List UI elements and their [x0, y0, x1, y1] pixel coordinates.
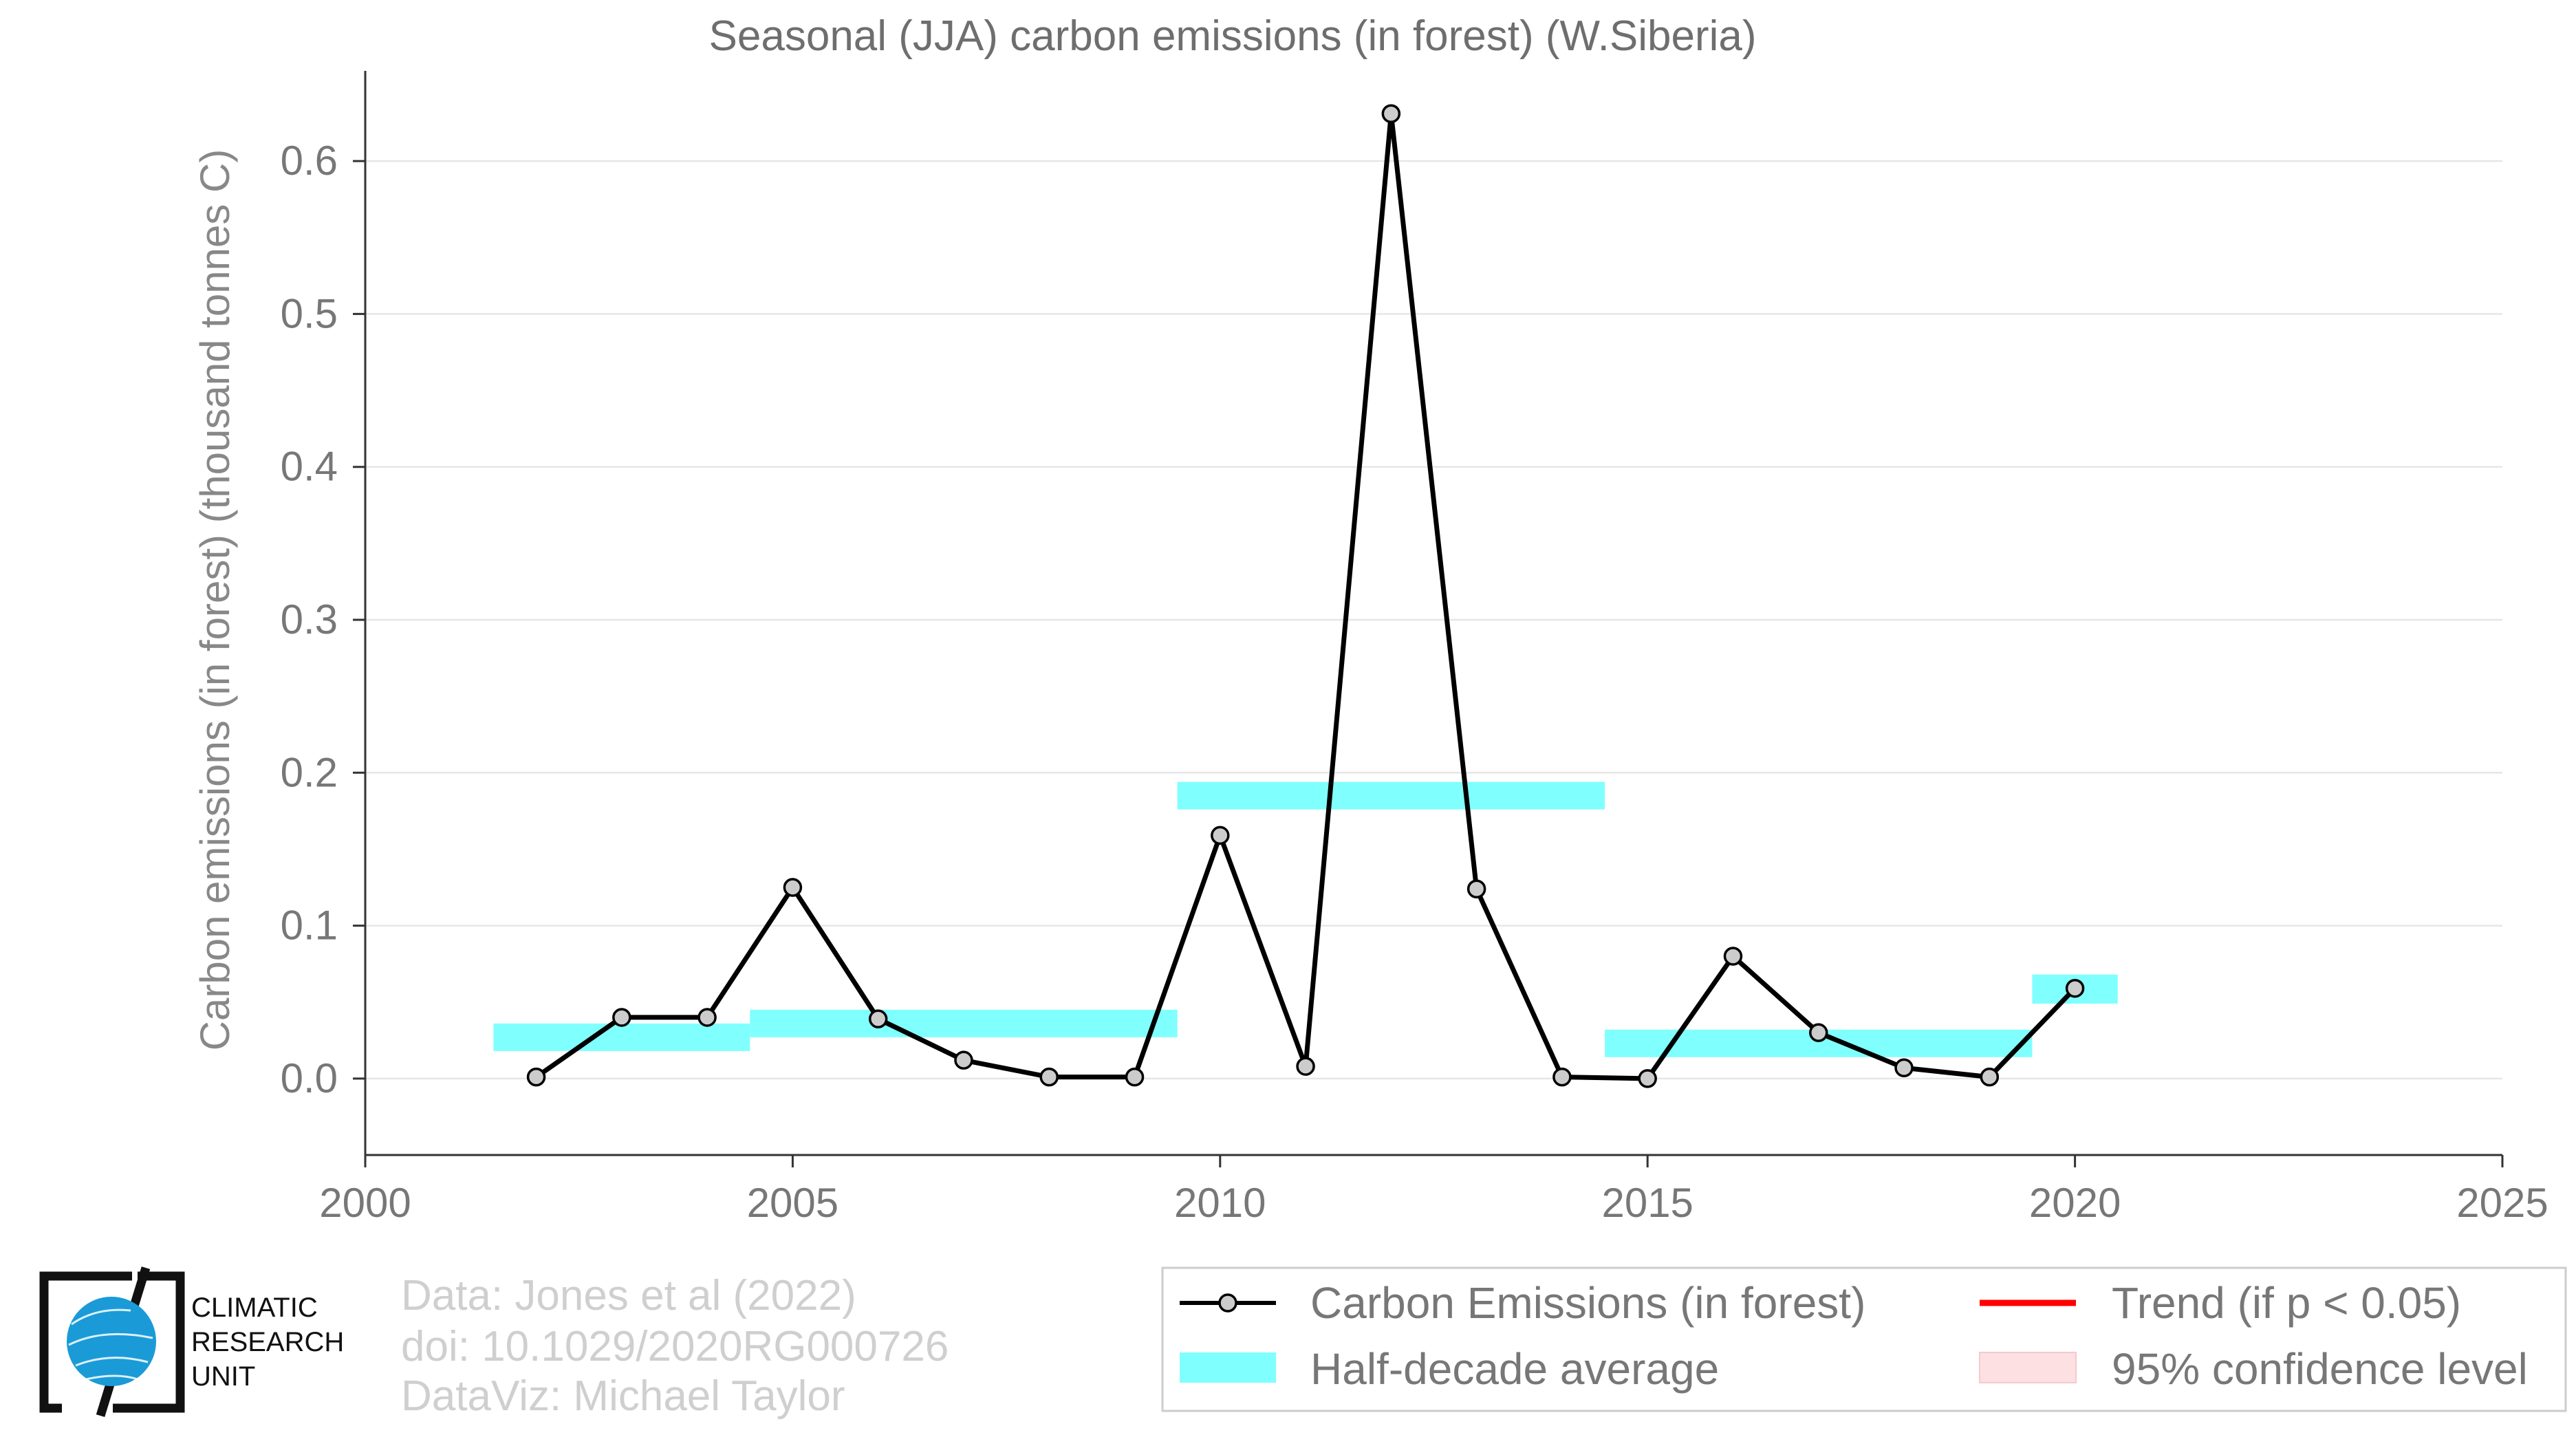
x-tick-label-0: 2000: [319, 1180, 411, 1226]
data-point-2011: [1296, 1057, 1315, 1076]
x-tick-label-1: 2005: [747, 1180, 838, 1226]
legend-label-half-decade: Half-decade average: [1310, 1344, 1719, 1394]
x-tick-label-4: 2020: [2029, 1180, 2121, 1226]
data-point-2008: [1039, 1067, 1059, 1087]
x-tick-labels: 2000 2005 2010 2015 2020 2025: [319, 1155, 2548, 1226]
legend-frame: [1161, 1266, 2567, 1412]
data-point-2020: [2065, 978, 2085, 998]
credits: Data: Jones et al (2022) doi: 10.1029/20…: [401, 1272, 949, 1420]
data-point-2015: [1638, 1069, 1657, 1088]
x-tick-label-2: 2010: [1174, 1180, 1266, 1226]
data-point-2010: [1211, 825, 1230, 845]
data-point-2017: [1809, 1023, 1828, 1042]
data-point-2004: [697, 1008, 717, 1027]
data-point-2002: [526, 1067, 546, 1087]
legend-swatch-emissions: [1180, 1293, 1276, 1313]
data-point-2018: [1894, 1058, 1914, 1078]
half-decade-band-0: [493, 1023, 750, 1051]
credit-line-1: Data: Jones et al (2022): [401, 1272, 856, 1319]
grid-lines: [365, 160, 2502, 1080]
y-tick-label-6: 0.6: [281, 138, 338, 184]
x-tick-label-5: 2025: [2456, 1180, 2548, 1226]
legend: Carbon Emissions (in forest) Trend (if p…: [1161, 1266, 2567, 1412]
logo-text-line-2: RESEARCH: [191, 1327, 344, 1357]
logo-text-line-1: CLIMATIC: [191, 1293, 318, 1323]
series-layer: [526, 104, 2085, 1088]
data-point-2003: [612, 1008, 631, 1027]
x-tick-label-3: 2015: [1601, 1180, 1693, 1226]
data-point-2006: [868, 1009, 888, 1028]
data-point-2007: [954, 1050, 973, 1070]
y-tick-label-4: 0.4: [281, 444, 338, 490]
cru-logo: CLIMATIC RESEARCH UNIT: [39, 1266, 344, 1417]
half-decade-band-2: [1177, 781, 1605, 810]
y-tick-label-5: 0.5: [281, 290, 338, 336]
half-decade-band-1: [750, 1009, 1178, 1037]
legend-label-trend: Trend (if p < 0.05): [2112, 1278, 2461, 1328]
y-axis-label: Carbon emissions (in forest) (thousand t…: [192, 149, 238, 1051]
series-line-0: [534, 111, 2077, 1081]
legend-swatch-half-decade: [1180, 1352, 1276, 1383]
logo-text-line-3: UNIT: [191, 1361, 255, 1392]
legend-label-confidence: 95% confidence level: [2112, 1344, 2528, 1394]
y-tick-label-2: 0.2: [281, 749, 338, 795]
y-tick-labels: 0.0 0.1 0.2 0.3 0.4 0.5 0.6: [281, 138, 365, 1101]
chart-title: Seasonal (JJA) carbon emissions (in fore…: [709, 12, 1757, 60]
half-decade-bands: [493, 781, 2118, 1057]
credit-line-2: doi: 10.1029/2020RG000726: [401, 1323, 949, 1370]
legend-swatch-confidence: [1979, 1352, 2077, 1383]
data-point-2005: [783, 878, 803, 897]
data-point-2012: [1381, 104, 1401, 123]
data-point-2014: [1552, 1067, 1572, 1087]
y-tick-label-3: 0.3: [281, 596, 338, 643]
y-tick-label-1: 0.1: [281, 903, 338, 949]
y-tick-label-0: 0.0: [281, 1055, 338, 1101]
globe-icon: [67, 1297, 156, 1386]
data-point-2019: [1980, 1067, 2000, 1087]
data-point-2009: [1125, 1067, 1145, 1087]
credit-line-3: DataViz: Michael Taylor: [401, 1372, 845, 1420]
data-point-2016: [1723, 947, 1743, 966]
legend-label-emissions: Carbon Emissions (in forest): [1310, 1278, 1865, 1328]
data-point-2013: [1466, 879, 1486, 898]
